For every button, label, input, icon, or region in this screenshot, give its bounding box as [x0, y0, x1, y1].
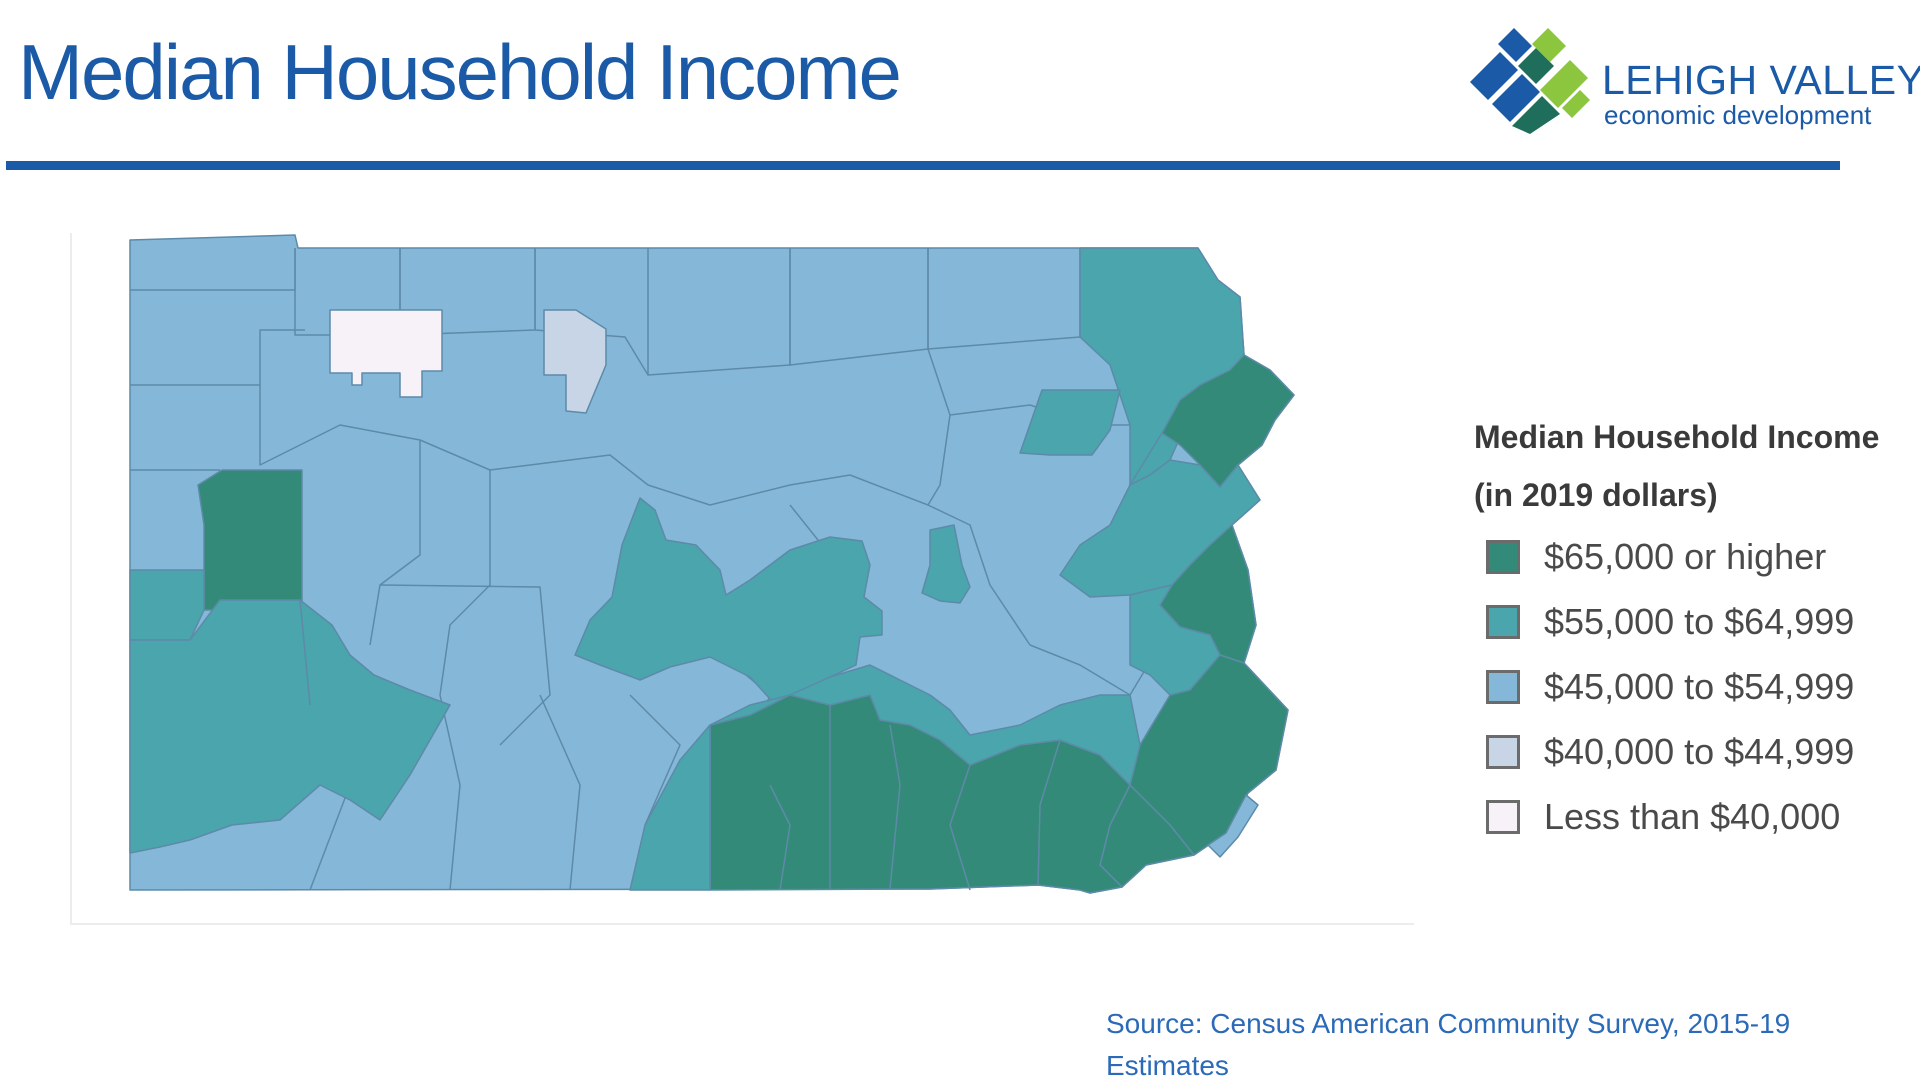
logo-text-primary: LEHIGH VALLEY: [1602, 57, 1920, 103]
source-citation: Source: Census American Community Survey…: [1106, 1003, 1866, 1087]
county-teal-center-small: [921, 524, 971, 604]
legend-swatch: [1486, 604, 1520, 639]
legend-item: Less than $40,000: [1474, 784, 1920, 838]
legend-swatch: [1486, 539, 1520, 574]
legend-item: $65,000 or higher: [1474, 524, 1920, 589]
company-logo: LEHIGH VALLEY economic development: [1462, 28, 1920, 138]
legend-label: $65,000 or higher: [1544, 535, 1827, 577]
legend-item: $45,000 to $54,999: [1474, 654, 1920, 719]
county-teal-ne-2: [1019, 389, 1121, 456]
legend-swatch: [1486, 799, 1520, 834]
legend-label: $45,000 to $54,999: [1544, 665, 1855, 707]
legend-subtitle: (in 2019 dollars): [1474, 477, 1718, 513]
county-light-philadelphia: [1207, 794, 1259, 858]
county-dark-erie-adjacent: [197, 469, 303, 611]
logo-text-secondary: economic development: [1604, 100, 1872, 130]
title-divider: [6, 161, 1840, 170]
map-legend: Median Household Income (in 2019 dollars…: [1474, 408, 1920, 838]
county-light-1: [543, 309, 607, 414]
legend-title: Median Household Income: [1474, 419, 1880, 455]
legend-swatch: [1486, 669, 1520, 704]
legend-items: $65,000 or higher $55,000 to $64,999 $45…: [1474, 524, 1920, 838]
page-title: Median Household Income: [18, 28, 902, 116]
legend-label: $40,000 to $44,999: [1544, 730, 1855, 772]
legend-item: $40,000 to $44,999: [1474, 719, 1920, 784]
pennsylvania-county-map: [129, 234, 1295, 894]
county-white-1: [329, 309, 443, 398]
legend-label: $55,000 to $64,999: [1544, 600, 1855, 642]
county-teal-west-1: [129, 569, 205, 641]
source-line-2: Estimates: [1106, 1050, 1229, 1081]
legend-item: $55,000 to $64,999: [1474, 589, 1920, 654]
legend-label: Less than $40,000: [1544, 795, 1841, 837]
lehigh-valley-logo-icon: [1470, 28, 1590, 134]
source-line-1: Source: Census American Community Survey…: [1106, 1008, 1791, 1039]
county-teal-south-central: [629, 664, 1141, 891]
county-teal-central: [574, 497, 883, 711]
legend-swatch: [1486, 734, 1520, 769]
map-frame: [70, 233, 1414, 925]
